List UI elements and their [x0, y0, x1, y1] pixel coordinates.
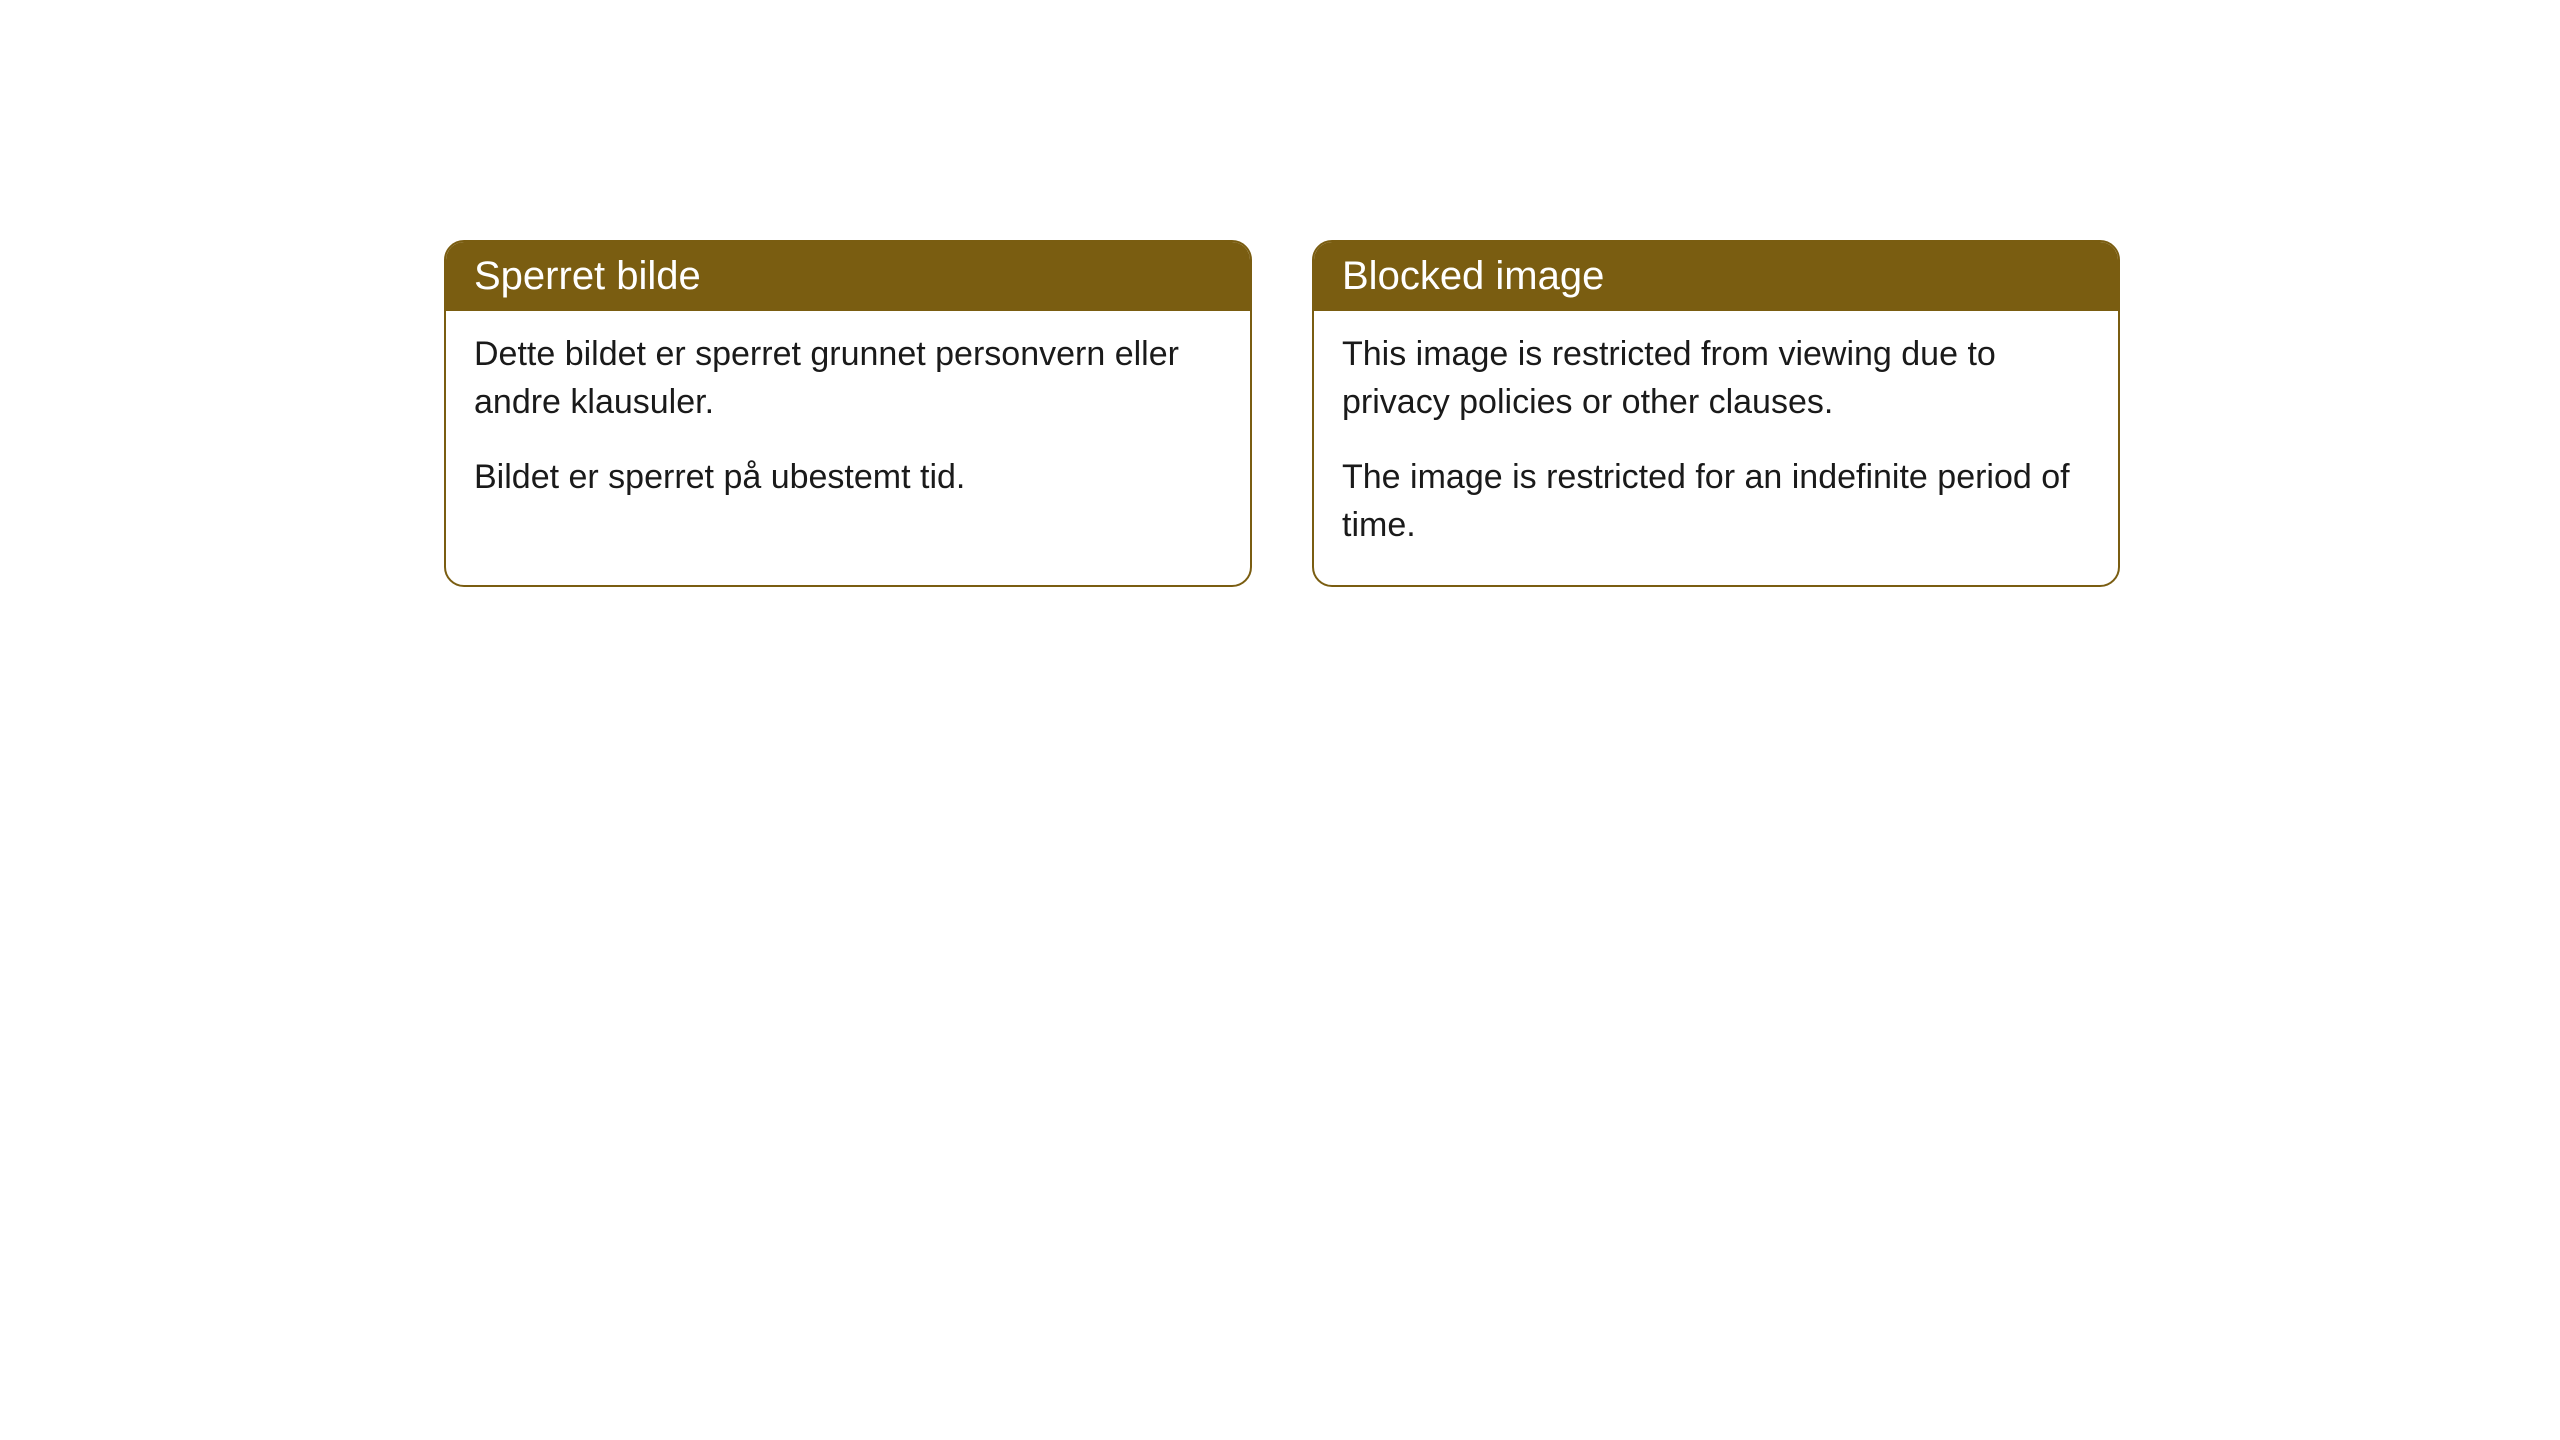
- panel-header-english: Blocked image: [1314, 242, 2118, 311]
- panel-norwegian: Sperret bilde Dette bildet er sperret gr…: [444, 240, 1252, 587]
- panel-body-norwegian: Dette bildet er sperret grunnet personve…: [446, 311, 1250, 538]
- panel-body-english: This image is restricted from viewing du…: [1314, 311, 2118, 585]
- panels-container: Sperret bilde Dette bildet er sperret gr…: [444, 240, 2560, 587]
- panel-title: Sperret bilde: [474, 254, 701, 298]
- panel-text-line: Dette bildet er sperret grunnet personve…: [474, 331, 1222, 426]
- panel-text-line: The image is restricted for an indefinit…: [1342, 454, 2090, 549]
- panel-text-line: This image is restricted from viewing du…: [1342, 331, 2090, 426]
- panel-text-line: Bildet er sperret på ubestemt tid.: [474, 454, 1222, 502]
- panel-english: Blocked image This image is restricted f…: [1312, 240, 2120, 587]
- panel-title: Blocked image: [1342, 254, 1604, 298]
- panel-header-norwegian: Sperret bilde: [446, 242, 1250, 311]
